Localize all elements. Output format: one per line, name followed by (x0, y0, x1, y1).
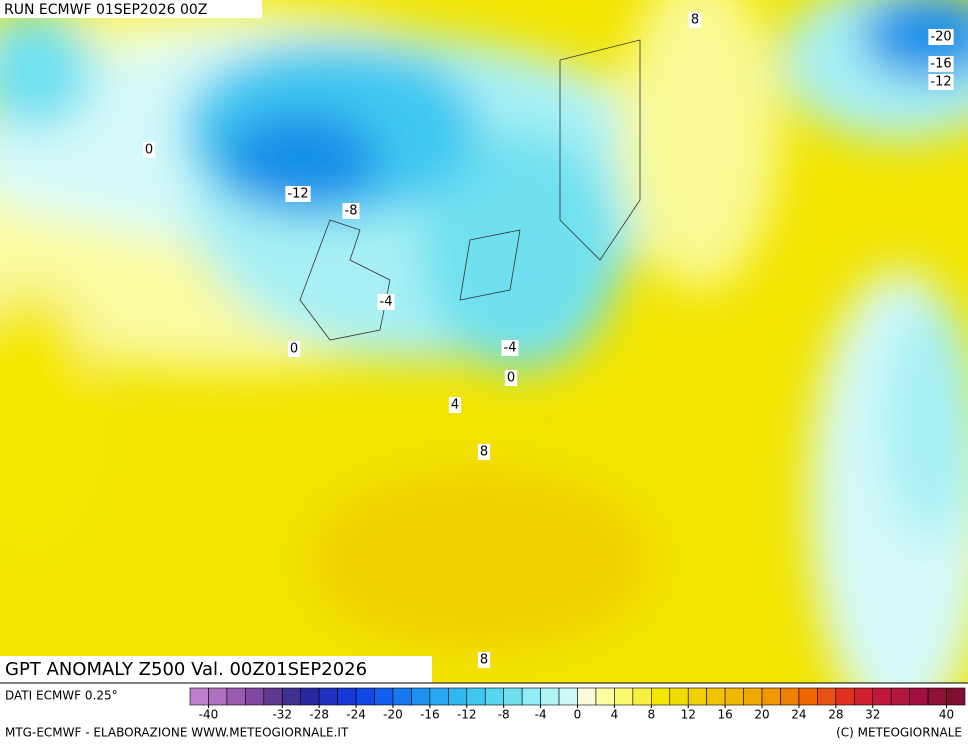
contour-label: 8 (480, 445, 488, 460)
contour-label: 0 (145, 143, 153, 158)
colorbar-box (595, 687, 615, 706)
colorbar-box (946, 687, 966, 706)
contour-label: 0 (507, 371, 515, 386)
colorbar-box (263, 687, 283, 706)
colorbar-tick-label: 28 (828, 708, 843, 722)
contour-label: 8 (480, 653, 488, 668)
contour-label-bg (504, 370, 518, 386)
colorbar-box (392, 687, 412, 706)
colorbar-box (927, 687, 947, 706)
copyright-label: (C) METEOGIORNALE (836, 726, 962, 740)
colorbar-box (890, 687, 910, 706)
source-label: DATI ECMWF 0.25° (5, 689, 118, 703)
colorbar-tick-label: -40 (199, 708, 219, 722)
colorbar-box (687, 687, 707, 706)
colorbar-box (835, 687, 855, 706)
colorbar-tick-label: -16 (420, 708, 440, 722)
contour-label: -4 (380, 295, 393, 310)
contour-label-bg (928, 29, 954, 45)
colorbar-tick-label: -8 (498, 708, 510, 722)
colorbar-box (318, 687, 338, 706)
contour-label-bg (501, 340, 519, 356)
colorbar-box (761, 687, 781, 706)
colorbar-tick-label: 4 (611, 708, 619, 722)
colorbar-box (872, 687, 892, 706)
colorbar-tick-label: 12 (681, 708, 696, 722)
colorbar-box (577, 687, 597, 706)
colorbar-tick-label: 24 (791, 708, 806, 722)
contour-label-bg (477, 444, 491, 460)
colorbar-box (484, 687, 504, 706)
contour-label-bg (928, 74, 954, 90)
colorbar-tick-label: 40 (939, 708, 954, 722)
contour-label-bg (377, 294, 395, 310)
colorbar-box (466, 687, 486, 706)
colorbar-box (355, 687, 375, 706)
colorbar-box (337, 687, 357, 706)
colorbar-tick-label: 8 (647, 708, 655, 722)
colorbar-box (558, 687, 578, 706)
colorbar-box (521, 687, 541, 706)
colorbar-box (743, 687, 763, 706)
contour-label-bg (142, 142, 156, 158)
colorbar-box (780, 687, 800, 706)
colorbar-box (632, 687, 652, 706)
colorbar-box (448, 687, 468, 706)
contour-label: -4 (504, 341, 517, 356)
colorbar-box (374, 687, 394, 706)
contour-label: 4 (451, 398, 459, 413)
anomaly-field (0, 0, 968, 683)
colorbar-box (724, 687, 744, 706)
contour-label: -16 (930, 57, 951, 72)
colorbar-box (614, 687, 634, 706)
colorbar-box (208, 687, 228, 706)
header-box (0, 0, 262, 18)
colorbar-box (909, 687, 929, 706)
contour-label: -20 (930, 30, 951, 45)
colorbar-tick-label: 0 (574, 708, 582, 722)
contour-label: 0 (290, 342, 298, 357)
contour-label-bg (688, 12, 702, 28)
colorbar-box (798, 687, 818, 706)
colorbar-tick-label: -12 (457, 708, 477, 722)
colorbar-box (226, 687, 246, 706)
colorbar-box (817, 687, 837, 706)
colorbar-tick-label: 16 (717, 708, 732, 722)
contour-label: -12 (930, 75, 951, 90)
colorbar-tick-label: -28 (309, 708, 329, 722)
contour-label-bg (287, 341, 301, 357)
colorbar-tick-label: -20 (383, 708, 403, 722)
colorbar: -40 -32 -28 -24 -20 -16 -12 -8 -4 0 4 8 12 16 20 24 28 32… (189, 687, 966, 722)
colorbar-box (189, 687, 209, 706)
colorbar-box (540, 687, 560, 706)
colorbar-tick-label: -4 (535, 708, 547, 722)
contour-label-bg (477, 652, 491, 668)
colorbar-box (706, 687, 726, 706)
colorbar-box (429, 687, 449, 706)
contour-label-bg (928, 56, 954, 72)
colorbar-box (411, 687, 431, 706)
contour-label: -8 (345, 204, 358, 219)
contour-label-bg (285, 186, 311, 202)
run-label: RUN ECMWF 01SEP2026 00Z (4, 2, 207, 18)
map-title: GPT ANOMALY Z500 Val. 00Z01SEP2026 (5, 659, 367, 680)
colorbar-box (503, 687, 523, 706)
colorbar-tick-label: -24 (346, 708, 366, 722)
colorbar-tick-label: 32 (865, 708, 880, 722)
colorbar-tick-label: -32 (272, 708, 292, 722)
colorbar-box (669, 687, 689, 706)
colorbar-box (853, 687, 874, 706)
colorbar-tick-label: 20 (754, 708, 769, 722)
contour-label-bg (342, 203, 360, 219)
contour-label: 8 (691, 13, 699, 28)
colorbar-box (651, 687, 671, 706)
colorbar-box (300, 687, 320, 706)
title-box (0, 656, 432, 683)
colorbar-box (281, 687, 302, 706)
colorbar-box (245, 687, 265, 706)
contour-label: -12 (287, 187, 308, 202)
credit-label: MTG-ECMWF - ELABORAZIONE WWW.METEOGIORNA… (5, 726, 349, 740)
contour-label-bg (448, 397, 462, 413)
